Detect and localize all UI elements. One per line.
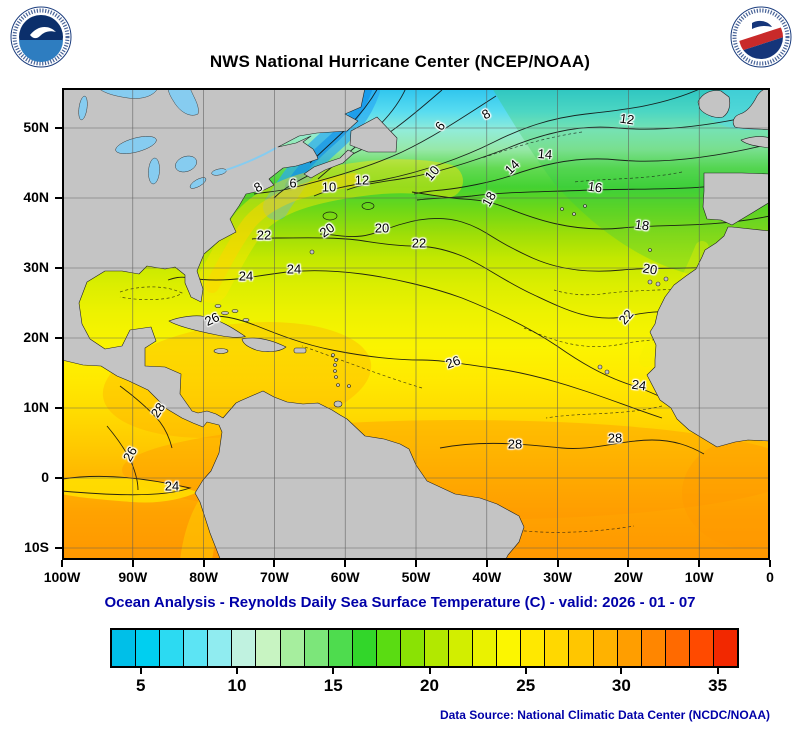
colorbar-tick-label: 25: [516, 676, 536, 695]
colorbar-cell: [617, 630, 642, 666]
colorbar-cell: [352, 630, 377, 666]
lat-tick-mark: [55, 337, 62, 339]
colorbar: [110, 628, 739, 668]
colorbar-cell: [449, 630, 474, 666]
lon-tick-mark: [131, 560, 134, 567]
lon-tick-mark: [769, 560, 771, 567]
colorbar-cell: [473, 630, 498, 666]
colorbar-cell: [376, 630, 401, 666]
colorbar-tick-mark: [332, 668, 335, 674]
colorbar-tick-mark: [428, 668, 431, 674]
lat-tick-label: 50N: [23, 119, 49, 135]
colorbar-tick-label: 30: [611, 676, 631, 695]
colorbar-cell: [304, 630, 329, 666]
colorbar-tick-label: 20: [420, 676, 439, 695]
lon-tick-label: 10W: [684, 569, 714, 585]
lon-tick-label: 80W: [189, 569, 218, 585]
latlon-grid: [62, 88, 770, 560]
map-svg: [62, 88, 770, 560]
lon-tick-mark: [698, 560, 701, 567]
colorbar-cell: [328, 630, 353, 666]
lon-tick-mark: [61, 560, 63, 567]
lon-tick-label: 100W: [43, 569, 81, 585]
lon-tick-label: 60W: [330, 569, 360, 585]
lon-tick-mark: [627, 560, 630, 567]
colorbar-tick-label: 5: [136, 676, 146, 695]
lat-axis: 50N 40N 30N 20N 10N 0 10S: [0, 88, 62, 560]
lon-tick-label: 70W: [259, 569, 289, 585]
lat-tick-label: 10N: [23, 399, 49, 415]
colorbar-cell: [521, 630, 546, 666]
data-source-credit: Data Source: National Climatic Data Cent…: [439, 708, 770, 722]
lon-axis: 100W 90W 80W 70W 60W 50W 40W 30W 20W 10W 0: [44, 560, 774, 596]
lat-tick-label: 10S: [24, 539, 49, 555]
colorbar-cell: [184, 630, 209, 666]
lon-tick-mark: [202, 560, 205, 567]
colorbar-cell: [569, 630, 594, 666]
lon-tick-label: 30W: [543, 569, 572, 585]
lat-tick-label: 40N: [23, 189, 49, 205]
lon-tick-label: 0: [766, 569, 774, 585]
colorbar-tick-label: 10: [227, 676, 247, 695]
page-title: NWS National Hurricane Center (NCEP/NOAA…: [209, 52, 591, 71]
colorbar-tick-mark: [620, 668, 623, 674]
colorbar-tick-label: 15: [323, 676, 343, 695]
colorbar-cell: [545, 630, 570, 666]
colorbar-tick-mark: [139, 668, 142, 674]
colorbar-cell: [256, 630, 281, 666]
colorbar-cell: [160, 630, 185, 666]
colorbar-cell: [112, 630, 137, 666]
colorbar-cell: [280, 630, 305, 666]
colorbar-cell: [713, 630, 738, 666]
colorbar-cell: [497, 630, 522, 666]
lat-tick-label: 20N: [23, 329, 49, 345]
colorbar-cell: [232, 630, 257, 666]
map-border: [62, 88, 770, 560]
colorbar-cell: [425, 630, 450, 666]
colorbar-cell: [136, 630, 161, 666]
lat-tick-mark: [55, 197, 62, 199]
lakes: [78, 88, 277, 189]
lon-tick-mark: [344, 560, 347, 567]
lat-tick-mark: [55, 127, 62, 129]
map-caption: Ocean Analysis - Reynolds Daily Sea Surf…: [104, 594, 696, 611]
lon-tick-label: 50W: [401, 569, 431, 585]
colorbar-cell: [665, 630, 690, 666]
colorbar-cell: [689, 630, 714, 666]
lat-tick-mark: [55, 267, 62, 269]
lat-tick-label: 0: [41, 469, 49, 485]
colorbar-tick-mark: [716, 668, 719, 674]
lat-tick-mark: [55, 407, 62, 409]
sst-map: 6 8 12 14 14 8 6 10 12 10 16 18 18 22 20 20 22 24 24 20 22 26…: [62, 88, 770, 560]
landmasses: [62, 88, 770, 560]
lon-tick-label: 90W: [118, 569, 148, 585]
lon-tick-mark: [485, 560, 488, 567]
colorbar-cell: [641, 630, 666, 666]
lon-tick-mark: [273, 560, 276, 567]
colorbar-tick-label: 35: [708, 676, 728, 695]
lon-tick-label: 40W: [472, 569, 502, 585]
lon-tick-label: 20W: [613, 569, 643, 585]
lon-tick-mark: [415, 560, 417, 567]
colorbar-cell: [593, 630, 618, 666]
colorbar-tick-mark: [524, 668, 527, 674]
colorbar-cell: [400, 630, 426, 666]
lat-tick-mark: [55, 477, 62, 479]
colorbar-tick-mark: [236, 668, 238, 674]
lat-tick-label: 30N: [23, 259, 49, 275]
noaa-logo-icon: [10, 6, 72, 68]
lat-tick-mark: [55, 547, 62, 549]
nws-logo-icon: [730, 6, 792, 68]
colorbar-cell: [208, 630, 233, 666]
lon-tick-mark: [556, 560, 559, 567]
